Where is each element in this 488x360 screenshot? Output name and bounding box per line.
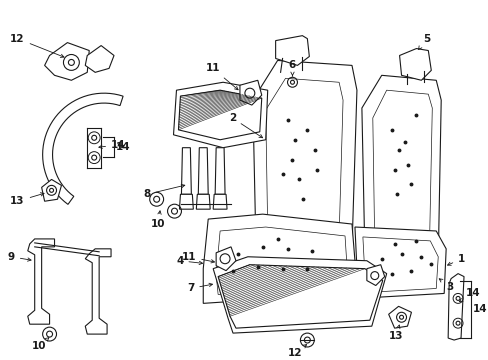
Text: 12: 12 bbox=[287, 345, 306, 358]
Text: 9: 9 bbox=[8, 252, 31, 262]
Text: 4: 4 bbox=[176, 256, 202, 266]
Polygon shape bbox=[85, 249, 111, 334]
Text: 11: 11 bbox=[205, 63, 238, 90]
Polygon shape bbox=[354, 227, 445, 298]
Polygon shape bbox=[178, 90, 261, 140]
Polygon shape bbox=[213, 194, 226, 209]
Polygon shape bbox=[41, 179, 61, 201]
Text: 8: 8 bbox=[143, 184, 184, 199]
Polygon shape bbox=[173, 82, 267, 148]
Polygon shape bbox=[275, 36, 309, 66]
Polygon shape bbox=[198, 148, 208, 194]
Polygon shape bbox=[44, 42, 89, 80]
Text: 13: 13 bbox=[10, 193, 44, 206]
Polygon shape bbox=[203, 214, 354, 303]
Polygon shape bbox=[179, 194, 193, 209]
Polygon shape bbox=[85, 46, 114, 72]
Polygon shape bbox=[28, 239, 55, 324]
Polygon shape bbox=[213, 257, 386, 333]
Text: 12: 12 bbox=[10, 33, 64, 57]
Polygon shape bbox=[42, 93, 123, 204]
Text: 10: 10 bbox=[32, 338, 49, 351]
Text: 14: 14 bbox=[99, 140, 125, 150]
Polygon shape bbox=[399, 49, 430, 80]
Polygon shape bbox=[265, 78, 343, 251]
Polygon shape bbox=[362, 237, 437, 292]
Polygon shape bbox=[181, 148, 191, 194]
Polygon shape bbox=[218, 265, 382, 328]
Polygon shape bbox=[216, 247, 236, 271]
Polygon shape bbox=[447, 274, 463, 340]
Polygon shape bbox=[196, 194, 210, 209]
Text: 5: 5 bbox=[418, 33, 429, 49]
Polygon shape bbox=[372, 90, 431, 264]
Polygon shape bbox=[215, 148, 224, 194]
Text: 10: 10 bbox=[150, 211, 165, 229]
Polygon shape bbox=[361, 75, 440, 274]
Text: 2: 2 bbox=[228, 113, 262, 138]
Text: 1: 1 bbox=[447, 254, 465, 265]
Polygon shape bbox=[366, 265, 384, 285]
Polygon shape bbox=[216, 227, 346, 294]
Text: 14: 14 bbox=[116, 142, 130, 152]
Text: 6: 6 bbox=[288, 60, 296, 76]
Text: 14: 14 bbox=[472, 304, 487, 314]
Polygon shape bbox=[240, 80, 261, 105]
Polygon shape bbox=[252, 60, 356, 264]
Text: 7: 7 bbox=[186, 283, 212, 293]
Text: 3: 3 bbox=[438, 279, 452, 292]
Text: 11: 11 bbox=[182, 252, 214, 263]
Text: 13: 13 bbox=[388, 325, 402, 341]
Polygon shape bbox=[388, 306, 410, 328]
Text: 14: 14 bbox=[458, 288, 480, 302]
